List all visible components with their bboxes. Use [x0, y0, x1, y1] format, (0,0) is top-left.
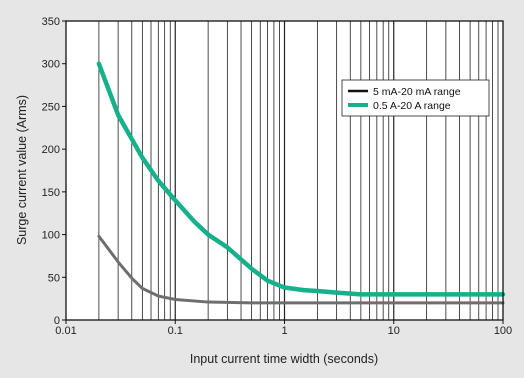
series-line-1 [97, 234, 505, 305]
legend-box [341, 79, 490, 117]
grid-lines [98, 21, 499, 320]
y-axis-title: Surge current value (Arms) [15, 95, 29, 245]
series-lines [96, 61, 506, 305]
x-tick-label: 1 [281, 325, 287, 337]
y-axis-ticks: 0 50 100 150 200 250 300 350 [42, 16, 66, 327]
series-line-2 [96, 61, 506, 297]
y-tick-label: 200 [42, 144, 60, 156]
x-axis-ticks: 0.01 0.1 1 10 100 [55, 320, 512, 337]
x-tick-label: 0.01 [55, 325, 76, 337]
y-tick-label: 0 [54, 315, 60, 327]
x-tick-label: 10 [388, 325, 400, 337]
legend-label-series-1: 5 mA-20 mA range [373, 86, 461, 98]
y-tick-label: 350 [42, 16, 60, 28]
x-tick-label: 100 [494, 325, 512, 337]
legend-label-series-2: 0.5 A-20 A range [373, 100, 451, 112]
x-axis-title: Input current time width (seconds) [190, 352, 378, 366]
legend: 5 mA-20 mA range 0.5 A-20 A range [341, 79, 490, 117]
y-tick-label: 150 [42, 187, 60, 199]
y-tick-label: 50 [48, 272, 60, 284]
y-tick-label: 100 [42, 230, 60, 242]
x-tick-label: 0.1 [168, 325, 183, 337]
y-tick-label: 300 [42, 59, 60, 71]
y-tick-label: 250 [42, 101, 60, 113]
